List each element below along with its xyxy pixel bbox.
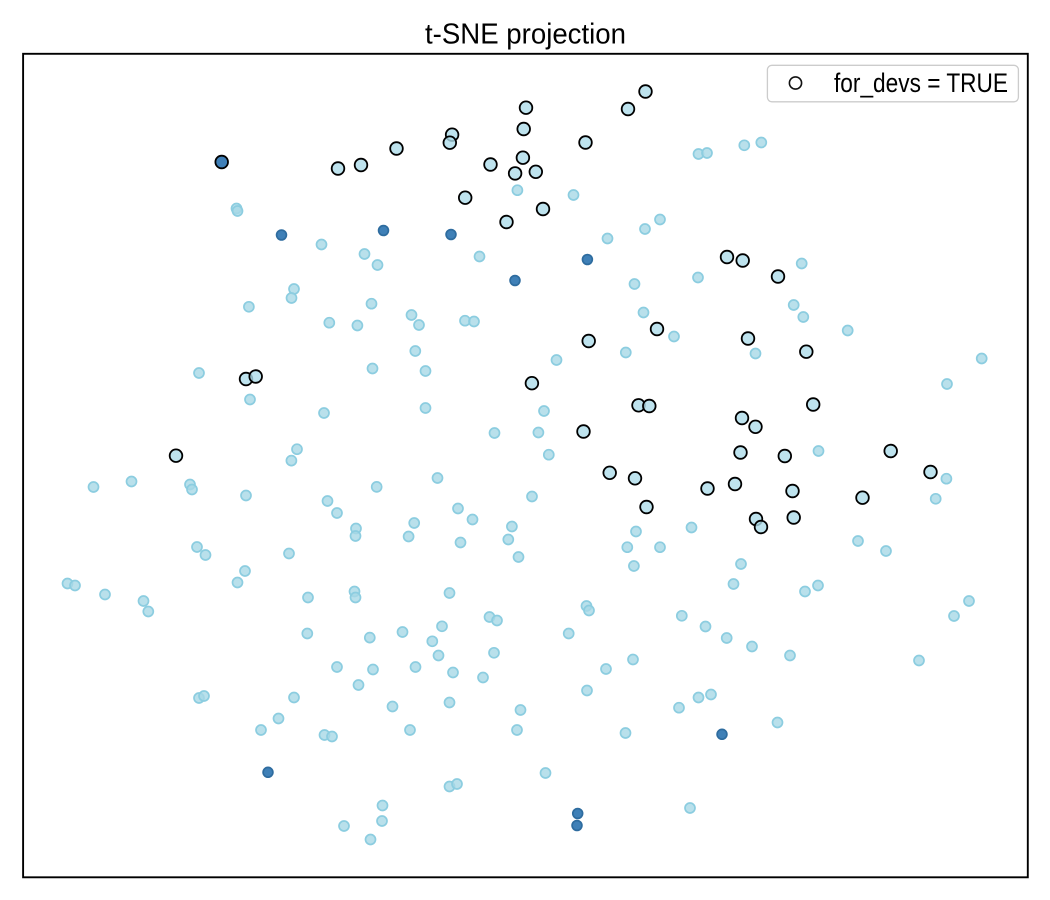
- svg-text:for_devs = TRUE: for_devs = TRUE: [834, 68, 1008, 98]
- svg-text:t-SNE projection: t-SNE projection: [425, 18, 626, 50]
